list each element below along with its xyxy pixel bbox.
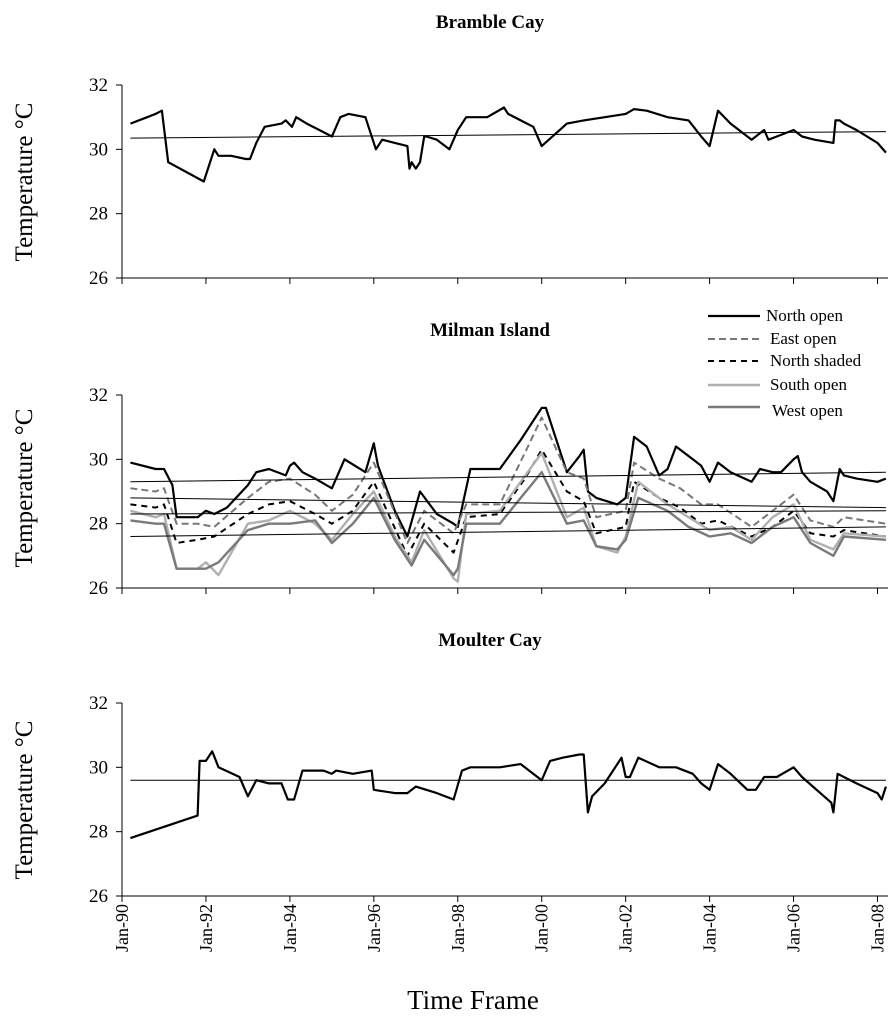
y-tick-label: 26 xyxy=(89,886,108,907)
legend-label: East open xyxy=(770,329,837,348)
trend-line xyxy=(130,510,886,515)
y-tick-label: 30 xyxy=(89,449,108,470)
y-tick-label: 28 xyxy=(89,822,108,843)
x-tick-label: Jan-00 xyxy=(532,904,552,952)
legend: North open East open North shaded South … xyxy=(708,306,862,420)
x-tick-label: Jan-02 xyxy=(616,904,636,952)
series-north-open xyxy=(130,406,887,538)
legend-label: West open xyxy=(772,401,843,420)
x-tick-label: Jan-06 xyxy=(784,904,804,952)
x-tick-label: Jan-04 xyxy=(700,904,720,952)
x-tick-label: Jan-08 xyxy=(868,904,888,952)
x-tick-labels: Jan-90 Jan-92 Jan-94 Jan-96 Jan-98 Jan-00 Jan-… xyxy=(112,904,888,952)
bramble-cay-panel: Bramble Cay Temperature °C 26 28 30 32 xyxy=(11,12,888,289)
y-tick-label: 32 xyxy=(89,75,108,96)
legend-label: South open xyxy=(770,375,847,394)
x-tick-label: Jan-92 xyxy=(196,904,216,952)
series-east-open xyxy=(130,416,887,544)
trend-line xyxy=(130,106,887,183)
y-tick-label: 30 xyxy=(89,139,108,160)
y-tick-label: 32 xyxy=(89,385,108,406)
plot-area: 26 28 30 32 xyxy=(89,75,888,289)
trend-line xyxy=(130,750,887,840)
legend-label: North shaded xyxy=(770,351,862,370)
moulter-cay-panel: Moulter Cay Temperature °C 26 28 30 32 Jan-… xyxy=(11,630,888,1015)
trend-line xyxy=(130,497,886,509)
y-tick-label: 26 xyxy=(89,578,108,599)
trend-line xyxy=(130,471,886,483)
y-axis-label: Temperature °C xyxy=(11,721,38,880)
legend-label: North open xyxy=(766,306,843,325)
y-tick-label: 30 xyxy=(89,757,108,778)
plot-area: 26 28 30 32 xyxy=(89,385,888,599)
y-tick-label: 26 xyxy=(89,268,108,289)
y-axis-label: Temperature °C xyxy=(11,409,38,568)
panel-title: Milman Island xyxy=(430,320,550,341)
y-tick-label: 32 xyxy=(89,693,108,714)
panel-title: Moulter Cay xyxy=(438,630,542,651)
trend-line xyxy=(130,526,886,537)
plot-area: 26 28 30 32 xyxy=(89,693,888,907)
x-tick-label: Jan-96 xyxy=(364,904,384,952)
y-tick-label: 28 xyxy=(89,204,108,225)
x-tick-label: Jan-98 xyxy=(448,904,468,952)
trend-line xyxy=(130,131,886,139)
series-west-open xyxy=(130,471,886,577)
x-tick-label: Jan-90 xyxy=(112,904,132,952)
y-axis-label: Temperature °C xyxy=(11,103,38,262)
y-tick-label: 28 xyxy=(89,514,108,535)
milman-island-panel: Milman Island Temperature °C 26 28 30 32 No… xyxy=(11,306,888,599)
x-axis-title: Time Frame xyxy=(407,985,539,1015)
panel-title: Bramble Cay xyxy=(436,12,545,33)
x-tick-label: Jan-94 xyxy=(280,904,300,952)
